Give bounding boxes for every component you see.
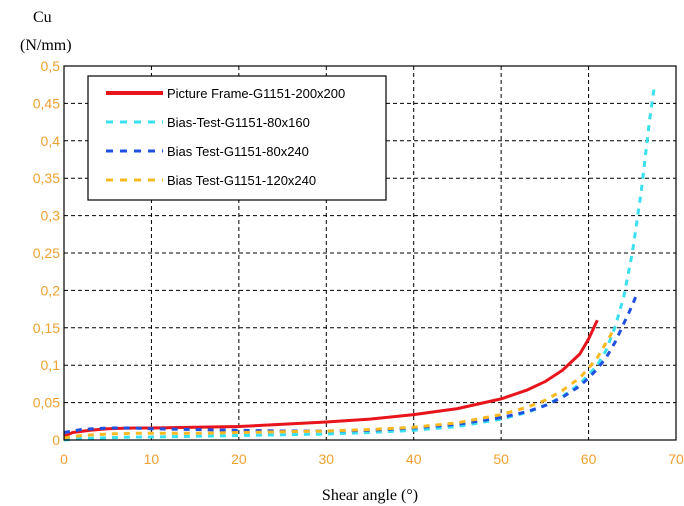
y-tick-label: 0,1 xyxy=(41,357,61,373)
legend-label-1: Picture Frame-G1151-200x200 xyxy=(167,86,345,101)
plot-border xyxy=(63,65,677,441)
legend-label-4: Bias Test-G1151-120x240 xyxy=(167,173,316,188)
legend-label-3: Bias Test-G1151-80x240 xyxy=(167,144,309,159)
y-axis-title-line1: Cu xyxy=(33,9,52,26)
x-axis-title: Shear angle (°) xyxy=(322,487,418,504)
x-tick-label: 30 xyxy=(318,451,334,467)
y-tick-label: 0,15 xyxy=(33,320,60,336)
tick-labels: 0 10 20 30 40 50 60 70 0 0,05 0,1 0,15 0,2 0,25 0,3 0,3… xyxy=(33,58,684,467)
x-tick-label: 60 xyxy=(581,451,597,467)
series-line-4 xyxy=(63,327,617,440)
y-tick-label: 0,5 xyxy=(41,58,61,74)
x-tick-label: 0 xyxy=(60,451,68,467)
y-tick-label: 0,3 xyxy=(41,208,61,224)
y-tick-label: 0,25 xyxy=(33,245,60,261)
series-line-3 xyxy=(63,293,639,434)
y-tick-label: 0,4 xyxy=(41,133,61,149)
y-axis-title-line2: (N/mm) xyxy=(20,37,72,54)
series-lines xyxy=(63,88,656,442)
series-line-2 xyxy=(63,88,656,442)
x-tick-label: 20 xyxy=(231,451,247,467)
x-tick-label: 50 xyxy=(493,451,509,467)
x-tick-label: 40 xyxy=(406,451,422,467)
y-tick-label: 0,35 xyxy=(33,170,60,186)
y-tick-label: 0,45 xyxy=(33,95,60,111)
y-tick-label: 0,2 xyxy=(41,282,61,298)
x-tick-label: 70 xyxy=(668,451,684,467)
legend-label-2: Bias-Test-G1151-80x160 xyxy=(167,115,310,130)
x-tick-label: 10 xyxy=(144,451,160,467)
legend: Picture Frame-G1151-200x200 Bias-Test-G11… xyxy=(87,75,387,201)
y-tick-label: 0,05 xyxy=(33,395,60,411)
y-tick-label: 0 xyxy=(52,432,60,448)
